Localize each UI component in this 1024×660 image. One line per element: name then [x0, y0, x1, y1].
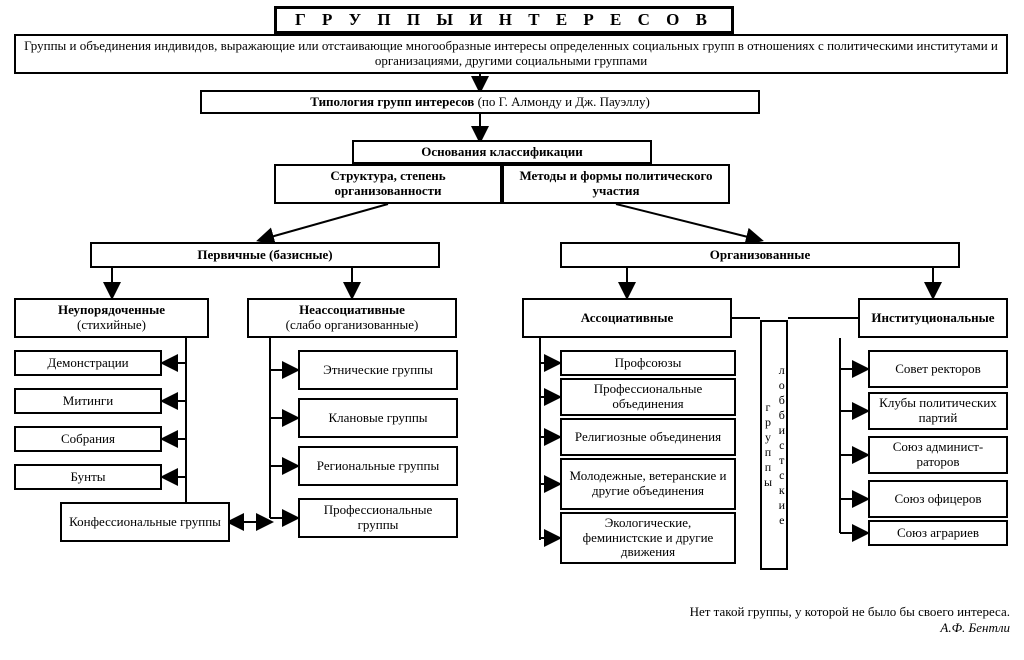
col2-item: Этнические группы: [298, 350, 458, 390]
branch-right-box: Организованные: [560, 242, 960, 268]
col1-item: Собрания: [14, 426, 162, 452]
col3-header: Ассоциативные: [522, 298, 732, 338]
col4-item: Союз админист­раторов: [868, 436, 1008, 474]
col4-item: Союз аграриев: [868, 520, 1008, 546]
branch-left-box: Первичные (базисные): [90, 242, 440, 268]
col4-item: Совет ректоров: [868, 350, 1008, 388]
quote-attribution: А.Ф. Бентли: [940, 620, 1010, 635]
title-box: Г Р У П П Ы И Н Т Е Р Е С О В: [274, 6, 734, 34]
col3-item: Молодежные, вете­ранские и другие объеди…: [560, 458, 736, 510]
col1-item: Демонстрации: [14, 350, 162, 376]
col2-item: Региональные группы: [298, 446, 458, 486]
quote-text: Нет такой группы, у которой не было бы с…: [690, 604, 1010, 619]
definition-box: Группы и объединения индивидов, выражающ…: [14, 34, 1008, 74]
col1-item: Бунты: [14, 464, 162, 490]
col1-subtitle: (стихийные): [77, 317, 146, 332]
typology-box: Типология групп интересов (по Г. Алмонду…: [200, 90, 760, 114]
typology-rest: (по Г. Алмонду и Дж. Пауэллу): [474, 94, 649, 109]
col4-header: Институ­циональные: [858, 298, 1008, 338]
basis-box: Основания классификации: [352, 140, 652, 164]
col1-title: Неупорядоченные: [58, 302, 165, 317]
col4-item: Союз офицеров: [868, 480, 1008, 518]
col2-header: Неассоциативные(слабо организованные): [247, 298, 457, 338]
col2-item: Профессиональ­ные группы: [298, 498, 458, 538]
col3-item: Профессиональные объединения: [560, 378, 736, 416]
criteria-left-box: Структура, степень организованности: [274, 164, 502, 204]
col3-item: Религиозные объединения: [560, 418, 736, 456]
quote-block: Нет такой группы, у которой не было бы с…: [540, 604, 1010, 636]
col1-item: Митинги: [14, 388, 162, 414]
col2-title: Неассоциативные: [299, 302, 405, 317]
col2-item: Клановые группы: [298, 398, 458, 438]
criteria-right-box: Методы и формы политического участия: [502, 164, 730, 204]
col1-header: Неупорядоченные(стихийные): [14, 298, 209, 338]
typology-bold: Типология групп интересов: [310, 94, 474, 109]
lobby-label: лоббистские группы: [760, 326, 788, 564]
lobby-box: лоббистские группы: [760, 320, 788, 570]
col3-item: Экологические, феминистские и дру­гие дв…: [560, 512, 736, 564]
col3-item: Профсоюзы: [560, 350, 736, 376]
col4-item: Клубы полити­ческих партий: [868, 392, 1008, 430]
col2-subtitle: (слабо организованные): [286, 317, 419, 332]
col1-extra: Конфессиональ­ные группы: [60, 502, 230, 542]
